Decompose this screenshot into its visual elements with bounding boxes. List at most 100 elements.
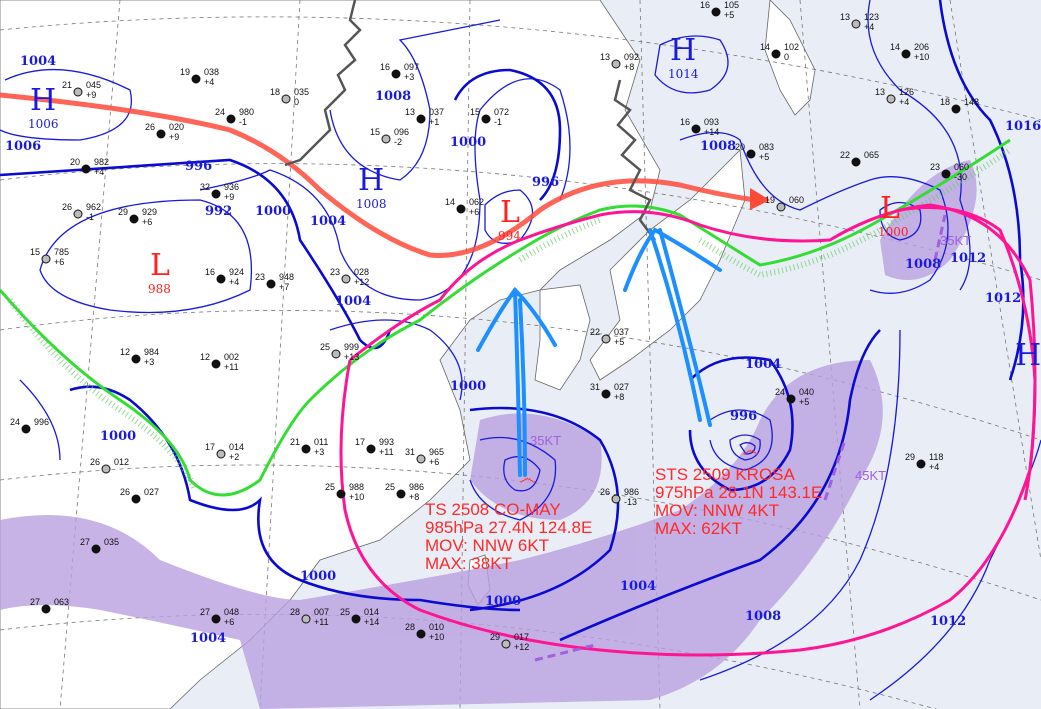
station-marker-icon bbox=[91, 544, 101, 554]
storm-info-line: MOV: NNW 6KT bbox=[425, 536, 549, 555]
station-temperature: 13 bbox=[840, 12, 850, 22]
station-marker-icon bbox=[211, 614, 221, 624]
station-temperature: 15 bbox=[470, 107, 480, 117]
station-marker-icon bbox=[301, 614, 311, 624]
isobar-label: 1008 bbox=[745, 609, 781, 624]
movement-arrow bbox=[534, 214, 947, 662]
station-pressure: 037 bbox=[614, 327, 629, 337]
station-pressure: 986 bbox=[624, 487, 639, 497]
station-marker-icon bbox=[73, 87, 83, 97]
station-temperature: 31 bbox=[590, 382, 600, 392]
isobar-label: 1004 bbox=[310, 214, 346, 229]
trough-line bbox=[284, 0, 362, 167]
station-tendency: 0 bbox=[294, 97, 299, 107]
station-pressure: 014 bbox=[364, 607, 379, 617]
station-temperature: 14 bbox=[445, 197, 455, 207]
storm-info-line: MAX: 62KT bbox=[655, 519, 742, 538]
station-tendency: +3 bbox=[314, 447, 324, 457]
station-temperature: 16 bbox=[380, 62, 390, 72]
isobar-label: 1000 bbox=[100, 429, 136, 444]
station-tendency: +11 bbox=[314, 617, 329, 627]
station-pressure: 048 bbox=[224, 607, 239, 617]
station-tendency: +4 bbox=[229, 277, 239, 287]
station-tendency: +9 bbox=[224, 192, 234, 202]
station-tendency: +6 bbox=[469, 207, 479, 217]
station-temperature: 17 bbox=[205, 442, 215, 452]
station-temperature: 27 bbox=[80, 537, 90, 547]
station-temperature: 20 bbox=[70, 157, 80, 167]
station-pressure: 982 bbox=[94, 157, 109, 167]
station-pressure: 996 bbox=[34, 417, 49, 427]
station-temperature: 23 bbox=[330, 267, 340, 277]
station-marker-icon bbox=[771, 49, 781, 59]
station-tendency: +4 bbox=[94, 167, 104, 177]
station-temperature: 25 bbox=[385, 482, 395, 492]
station-pressure: 924 bbox=[229, 267, 244, 277]
station-temperature: 16 bbox=[680, 117, 690, 127]
station-pressure: 035 bbox=[104, 537, 119, 547]
station-tendency: +2 bbox=[229, 452, 239, 462]
isobar-label: 1000 bbox=[300, 569, 336, 584]
station-pressure: 962 bbox=[86, 202, 101, 212]
station-marker-icon bbox=[711, 7, 721, 17]
station-tendency: +6 bbox=[142, 217, 152, 227]
station-temperature: 26 bbox=[600, 487, 610, 497]
station-tendency: -1 bbox=[86, 212, 94, 222]
station-marker-icon bbox=[416, 629, 426, 639]
station-marker-icon bbox=[851, 19, 861, 29]
station-marker-icon bbox=[886, 94, 896, 104]
station-marker-icon bbox=[901, 49, 911, 59]
station-marker-icon bbox=[216, 449, 226, 459]
station-temperature: 32 bbox=[200, 182, 210, 192]
station-marker-icon bbox=[851, 157, 861, 167]
station-marker-icon bbox=[746, 149, 756, 159]
land-asia bbox=[0, 0, 661, 709]
station-marker-icon bbox=[941, 169, 951, 179]
station-marker-icon bbox=[21, 424, 31, 434]
station-temperature: 25 bbox=[320, 342, 330, 352]
trough-line bbox=[613, 79, 656, 241]
station-pressure: 083 bbox=[759, 142, 774, 152]
station-tendency: +11 bbox=[379, 447, 394, 457]
station-tendency: +10 bbox=[429, 632, 444, 642]
pressure-value: 1006 bbox=[28, 117, 59, 131]
station-temperature: 17 bbox=[355, 437, 365, 447]
land-sakhalin bbox=[764, 0, 816, 116]
station-pressure: 984 bbox=[144, 347, 159, 357]
station-marker-icon bbox=[131, 354, 141, 364]
pressure-center-h: H bbox=[1015, 338, 1041, 373]
pressure-center-l: L bbox=[500, 195, 520, 230]
isobar-label: 1016 bbox=[1005, 119, 1041, 134]
wind-speed-label: 35KT bbox=[530, 433, 561, 448]
station-tendency: +9 bbox=[86, 90, 96, 100]
station-tendency: +5 bbox=[759, 152, 769, 162]
pressure-center-h: H bbox=[670, 33, 696, 68]
isobar-label: 996 bbox=[185, 159, 212, 174]
station-pressure: 014 bbox=[229, 442, 244, 452]
station-pressure: 093 bbox=[704, 117, 719, 127]
isobar-label: 1012 bbox=[930, 614, 966, 629]
station-marker-icon bbox=[81, 164, 91, 174]
station-marker-icon bbox=[129, 214, 139, 224]
station-marker-icon bbox=[416, 454, 426, 464]
station-temperature: 21 bbox=[290, 437, 300, 447]
station-tendency: +8 bbox=[409, 492, 419, 502]
station-temperature: 24 bbox=[215, 107, 225, 117]
station-tendency: -30 bbox=[954, 172, 967, 182]
station-temperature: 28 bbox=[290, 607, 300, 617]
station-pressure: 020 bbox=[169, 122, 184, 132]
station-temperature: 23 bbox=[255, 272, 265, 282]
station-pressure: 980 bbox=[239, 107, 254, 117]
station-pressure: 027 bbox=[614, 382, 629, 392]
station-tendency: +9 bbox=[169, 132, 179, 142]
station-temperature: 15 bbox=[370, 127, 380, 137]
station-pressure: 011 bbox=[314, 437, 328, 447]
station-pressure: 123 bbox=[864, 12, 879, 22]
station-pressure: 118 bbox=[929, 452, 943, 462]
station-pressure: 060 bbox=[954, 162, 969, 172]
station-tendency: +5 bbox=[724, 10, 734, 20]
station-pressure: 037 bbox=[429, 107, 444, 117]
station-tendency: +7 bbox=[279, 282, 289, 292]
pressure-value: 1000 bbox=[878, 225, 909, 239]
